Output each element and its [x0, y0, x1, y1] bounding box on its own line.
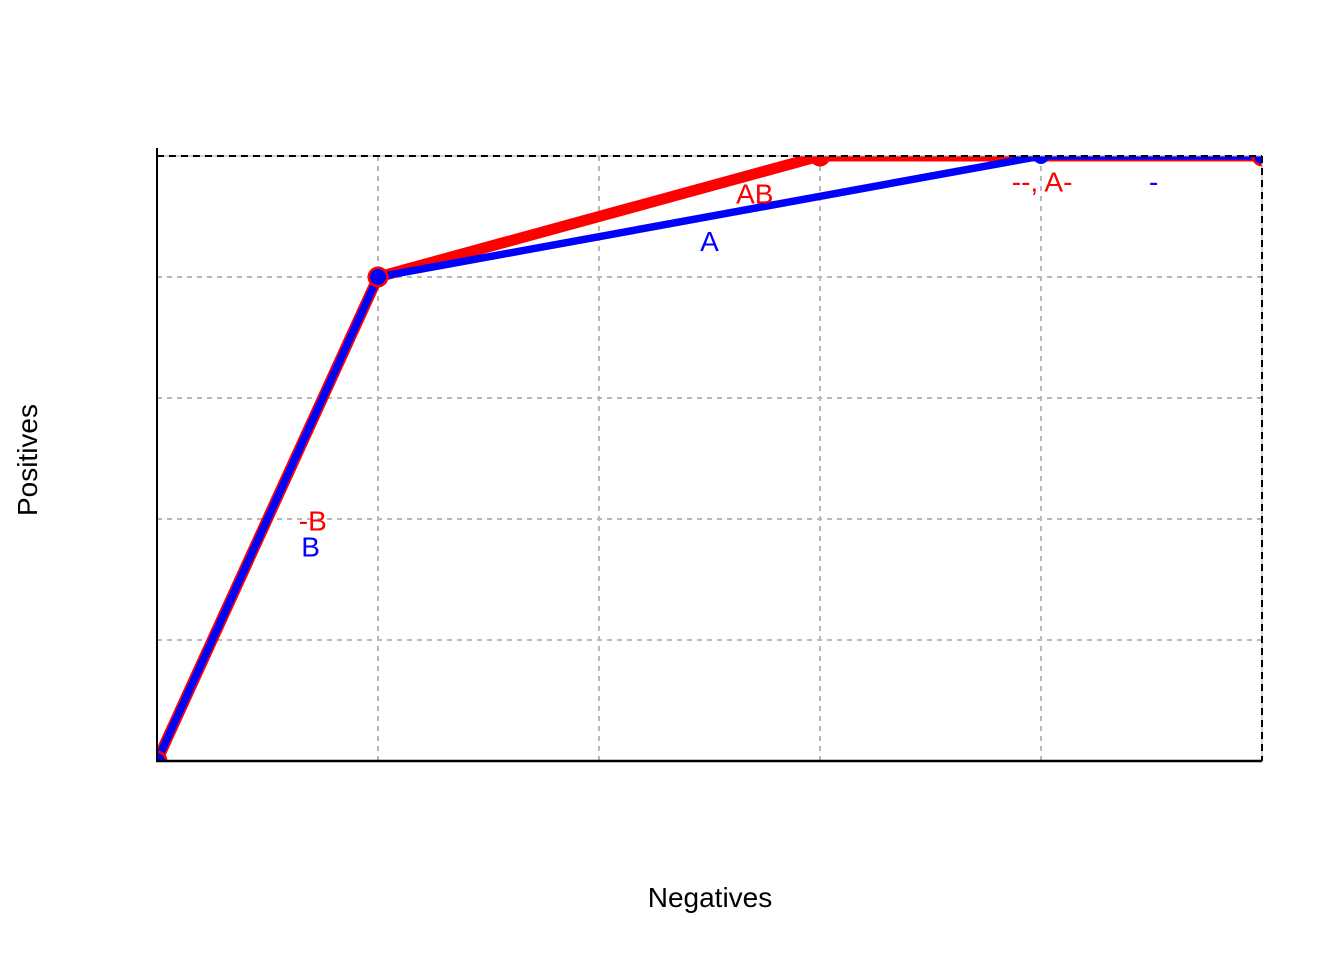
- blue-curve-marker: [157, 753, 165, 761]
- annotation-label: AB: [736, 179, 773, 210]
- blue-curve-marker: [370, 269, 386, 285]
- annotation-label: A: [700, 226, 719, 257]
- x-axis-label: Negatives: [647, 882, 773, 913]
- blue-curve-marker: [1033, 156, 1049, 164]
- y-axis-label: Positives: [12, 403, 43, 517]
- blue-curve: [157, 156, 1262, 761]
- blue-curve-marker: [1254, 156, 1262, 164]
- annotation-label: -: [1149, 167, 1158, 198]
- red-curve-marker: [809, 156, 831, 167]
- annotation-label: -B: [299, 505, 327, 536]
- annotation-label: B: [301, 531, 320, 562]
- plot-area: [157, 156, 1262, 761]
- annotation-label: --, A-: [1012, 167, 1073, 198]
